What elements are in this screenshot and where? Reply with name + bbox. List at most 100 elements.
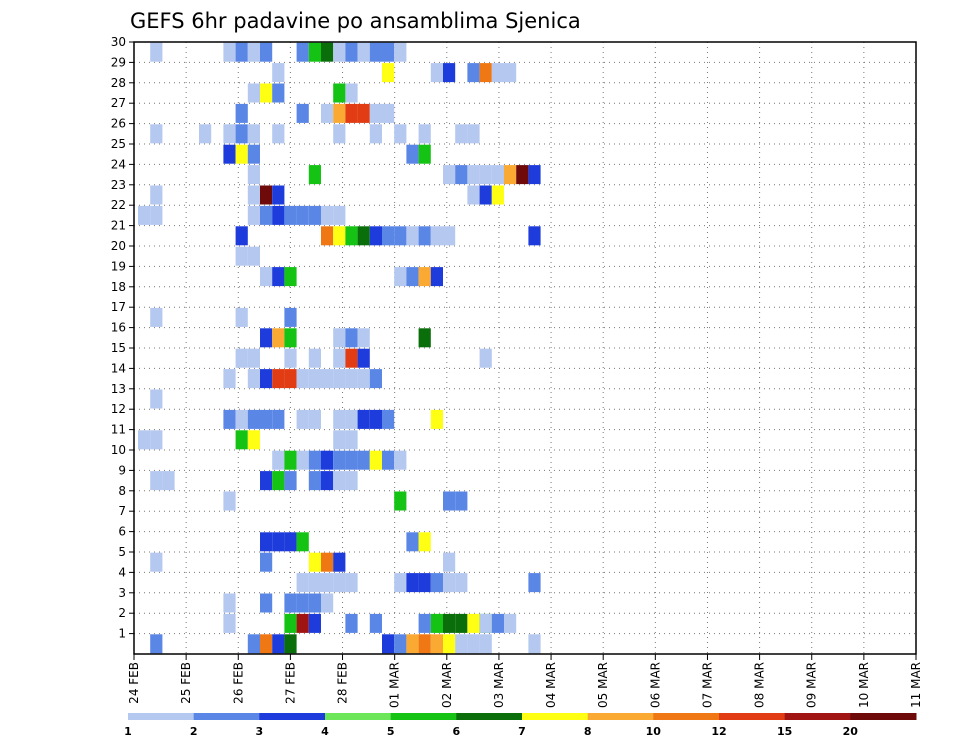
y-tick-label: 2 <box>118 606 126 620</box>
heatmap-cell <box>247 42 260 62</box>
heatmap-cell <box>528 226 541 246</box>
heatmap-cell <box>235 246 248 266</box>
heatmap-cell <box>430 613 443 633</box>
heatmap-cell <box>333 573 346 593</box>
heatmap-cell <box>491 165 504 185</box>
heatmap-cell <box>284 267 297 287</box>
heatmap-cell <box>308 205 321 225</box>
y-tick-label: 25 <box>111 137 126 151</box>
heatmap-cell <box>394 42 407 62</box>
heatmap-cell <box>308 348 321 368</box>
heatmap-cell <box>382 63 395 83</box>
heatmap-cell <box>418 573 431 593</box>
legend-label: 12 <box>711 725 726 738</box>
heatmap-cell <box>321 369 334 389</box>
heatmap-cell <box>223 124 236 144</box>
legend-label: 10 <box>646 725 662 738</box>
heatmap-cell <box>296 103 309 123</box>
heatmap-cell <box>528 634 541 654</box>
x-tick-label: 02 MAR <box>440 662 454 708</box>
legend-swatch <box>653 713 720 720</box>
heatmap-cell <box>443 63 456 83</box>
x-tick-label: 25 FEB <box>179 662 193 704</box>
heatmap-cell <box>382 103 395 123</box>
heatmap-cell <box>345 328 358 348</box>
x-tick-label: 08 MAR <box>753 662 767 708</box>
heatmap-cell <box>284 593 297 613</box>
heatmap-cell <box>357 409 370 429</box>
heatmap-cell <box>418 532 431 552</box>
x-axis: 24 FEB 25 FEB 26 FEB 27 FEB 28 FEB 01 MAR 02 M… <box>127 654 923 708</box>
heatmap-cell <box>491 63 504 83</box>
heatmap-cell <box>296 42 309 62</box>
heatmap-cell <box>150 124 163 144</box>
heatmap-cell <box>284 613 297 633</box>
heatmap-cell <box>345 430 358 450</box>
heatmap-cell <box>345 226 358 246</box>
heatmap-cell <box>235 226 248 246</box>
heatmap-cell <box>223 42 236 62</box>
heatmap-cell <box>308 165 321 185</box>
heatmap-cell <box>345 450 358 470</box>
x-tick-label: 07 MAR <box>700 662 714 708</box>
heatmap-cell <box>430 267 443 287</box>
heatmap-cell <box>247 144 260 164</box>
heatmap-cell <box>333 552 346 572</box>
heatmap-cell <box>455 613 468 633</box>
heatmap-cell <box>394 573 407 593</box>
heatmap-cell <box>284 307 297 327</box>
y-tick-label: 26 <box>111 117 126 131</box>
heatmap-cell <box>369 409 382 429</box>
heatmap-cell <box>406 267 419 287</box>
heatmap-cell <box>308 42 321 62</box>
heatmap-cell <box>272 267 285 287</box>
heatmap-cell <box>455 165 468 185</box>
heatmap-cell <box>247 246 260 266</box>
heatmap-cell <box>443 552 456 572</box>
heatmap-cell <box>455 573 468 593</box>
heatmap-cell <box>333 430 346 450</box>
heatmap-cell <box>260 634 273 654</box>
heatmap-cell <box>247 430 260 450</box>
heatmap-cell <box>479 348 492 368</box>
heatmap-cell <box>369 226 382 246</box>
heatmap-cell <box>430 573 443 593</box>
heatmap-cell <box>382 409 395 429</box>
heatmap-cell <box>467 634 480 654</box>
heatmap-cell <box>418 226 431 246</box>
y-tick-label: 12 <box>111 402 126 416</box>
heatmap-cell <box>418 144 431 164</box>
heatmap-cell <box>333 226 346 246</box>
heatmap-cell <box>382 226 395 246</box>
heatmap-cell <box>394 267 407 287</box>
heatmap-cell <box>247 165 260 185</box>
y-tick-label: 18 <box>111 280 126 294</box>
heatmap-cell <box>345 573 358 593</box>
legend-label: 1 <box>124 725 132 738</box>
x-tick-label: 28 FEB <box>336 662 350 704</box>
heatmap-cell <box>443 226 456 246</box>
y-tick-label: 22 <box>111 198 126 212</box>
heatmap-cell <box>345 348 358 368</box>
heatmap-cell <box>369 103 382 123</box>
heatmap-cell <box>369 613 382 633</box>
heatmap-cell <box>504 165 517 185</box>
legend-swatch <box>719 713 786 720</box>
y-tick-label: 5 <box>118 545 126 559</box>
heatmap-cell <box>150 205 163 225</box>
x-tick-label: 24 FEB <box>127 662 141 704</box>
heatmap-cell <box>260 205 273 225</box>
heatmap-cell <box>345 471 358 491</box>
heatmap-cell <box>345 369 358 389</box>
y-tick-label: 24 <box>111 157 126 171</box>
heatmap-cell <box>260 552 273 572</box>
heatmap-cell <box>357 450 370 470</box>
heatmap-cell <box>296 450 309 470</box>
heatmap-cell <box>272 328 285 348</box>
y-tick-label: 28 <box>111 76 126 90</box>
y-tick-label: 4 <box>118 565 126 579</box>
y-tick-label: 15 <box>111 341 126 355</box>
heatmap-cell <box>418 634 431 654</box>
heatmap-cell <box>284 532 297 552</box>
heatmap-cell <box>296 369 309 389</box>
